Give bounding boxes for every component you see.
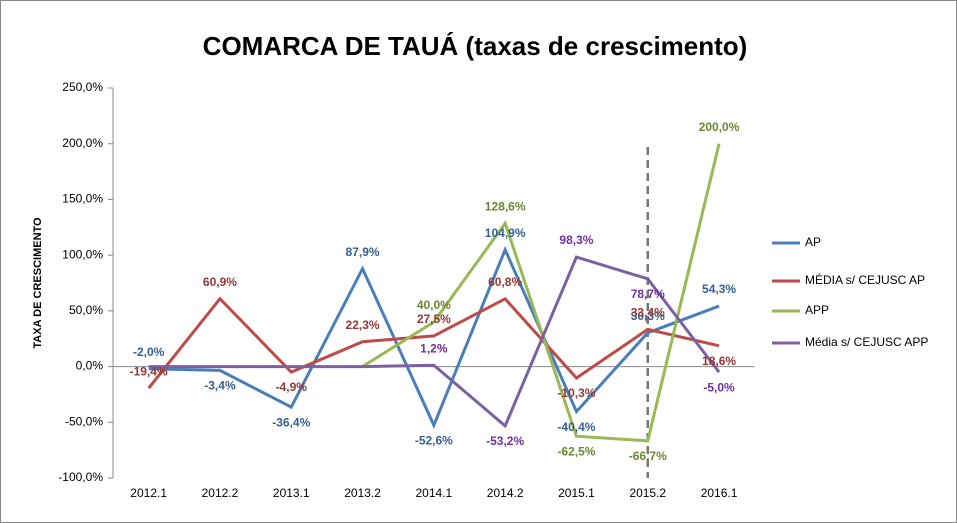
data-label: 60,8% xyxy=(488,275,522,289)
data-label: -40,4% xyxy=(557,420,595,434)
x-tick-label: 2012.2 xyxy=(202,486,239,500)
data-label: 27,5% xyxy=(417,312,451,326)
y-tick-label: 200,0% xyxy=(62,136,103,150)
series-line xyxy=(147,296,720,390)
series-line xyxy=(148,245,720,429)
data-label: 30,3% xyxy=(631,309,665,323)
x-tick-label: 2015.2 xyxy=(629,486,666,500)
data-label: -52,6% xyxy=(415,433,453,447)
data-label: 78,7% xyxy=(631,287,665,301)
legend-label: MÉDIA s/ CEJUSC AP xyxy=(805,272,925,287)
data-label: 22,3% xyxy=(346,318,380,332)
x-tick-label: 2012.1 xyxy=(130,486,167,500)
data-label: 128,6% xyxy=(485,199,526,213)
data-label: 98,3% xyxy=(559,233,593,247)
data-label: -5,0% xyxy=(703,380,735,394)
y-tick-label: 150,0% xyxy=(62,192,103,206)
data-label: 87,9% xyxy=(346,245,380,259)
y-tick-label: 0,0% xyxy=(76,359,104,373)
x-tick-label: 2013.1 xyxy=(273,486,310,500)
y-tick-label: 250,0% xyxy=(62,80,103,94)
y-tick-label: -100,0% xyxy=(58,470,103,484)
x-tick-label: 2013.2 xyxy=(344,486,381,500)
data-label: 60,9% xyxy=(203,275,237,289)
series-line xyxy=(148,255,721,429)
x-tick-label: 2014.1 xyxy=(415,486,452,500)
data-label: 104,9% xyxy=(485,226,526,240)
data-label: 54,3% xyxy=(702,282,736,296)
data-label: -3,4% xyxy=(204,379,236,393)
y-tick-label: 50,0% xyxy=(69,303,103,317)
data-label: 18,6% xyxy=(702,354,736,368)
legend-label: AP xyxy=(805,235,821,249)
chart-title: COMARCA DE TAUÁ (taxas de crescimento) xyxy=(203,31,748,61)
series-line xyxy=(361,143,721,443)
x-tick-label: 2016.1 xyxy=(701,486,738,500)
y-axis-label: TAXA DE CRESCIMENTO xyxy=(32,217,44,349)
y-tick-label: 100,0% xyxy=(62,247,103,261)
data-label: -10,3% xyxy=(557,386,595,400)
data-label: -66,7% xyxy=(629,449,667,463)
data-label: -19,4% xyxy=(130,364,168,378)
legend-label: APP xyxy=(805,303,829,317)
data-label: 40,0% xyxy=(417,298,451,312)
data-label: 200,0% xyxy=(699,120,740,134)
data-label: 33,4% xyxy=(631,306,665,320)
x-tick-label: 2015.1 xyxy=(558,486,595,500)
data-label: -2,0% xyxy=(133,345,165,359)
data-label: 1,2% xyxy=(420,341,448,355)
x-tick-label: 2014.2 xyxy=(487,486,524,500)
data-label: -53,2% xyxy=(486,434,524,448)
y-tick-label: -50,0% xyxy=(65,414,103,428)
data-label: -36,4% xyxy=(272,415,310,429)
data-label: -4,9% xyxy=(276,380,308,394)
legend-label: Média s/ CEJUSC APP xyxy=(805,335,928,349)
data-label: -62,5% xyxy=(557,444,595,458)
